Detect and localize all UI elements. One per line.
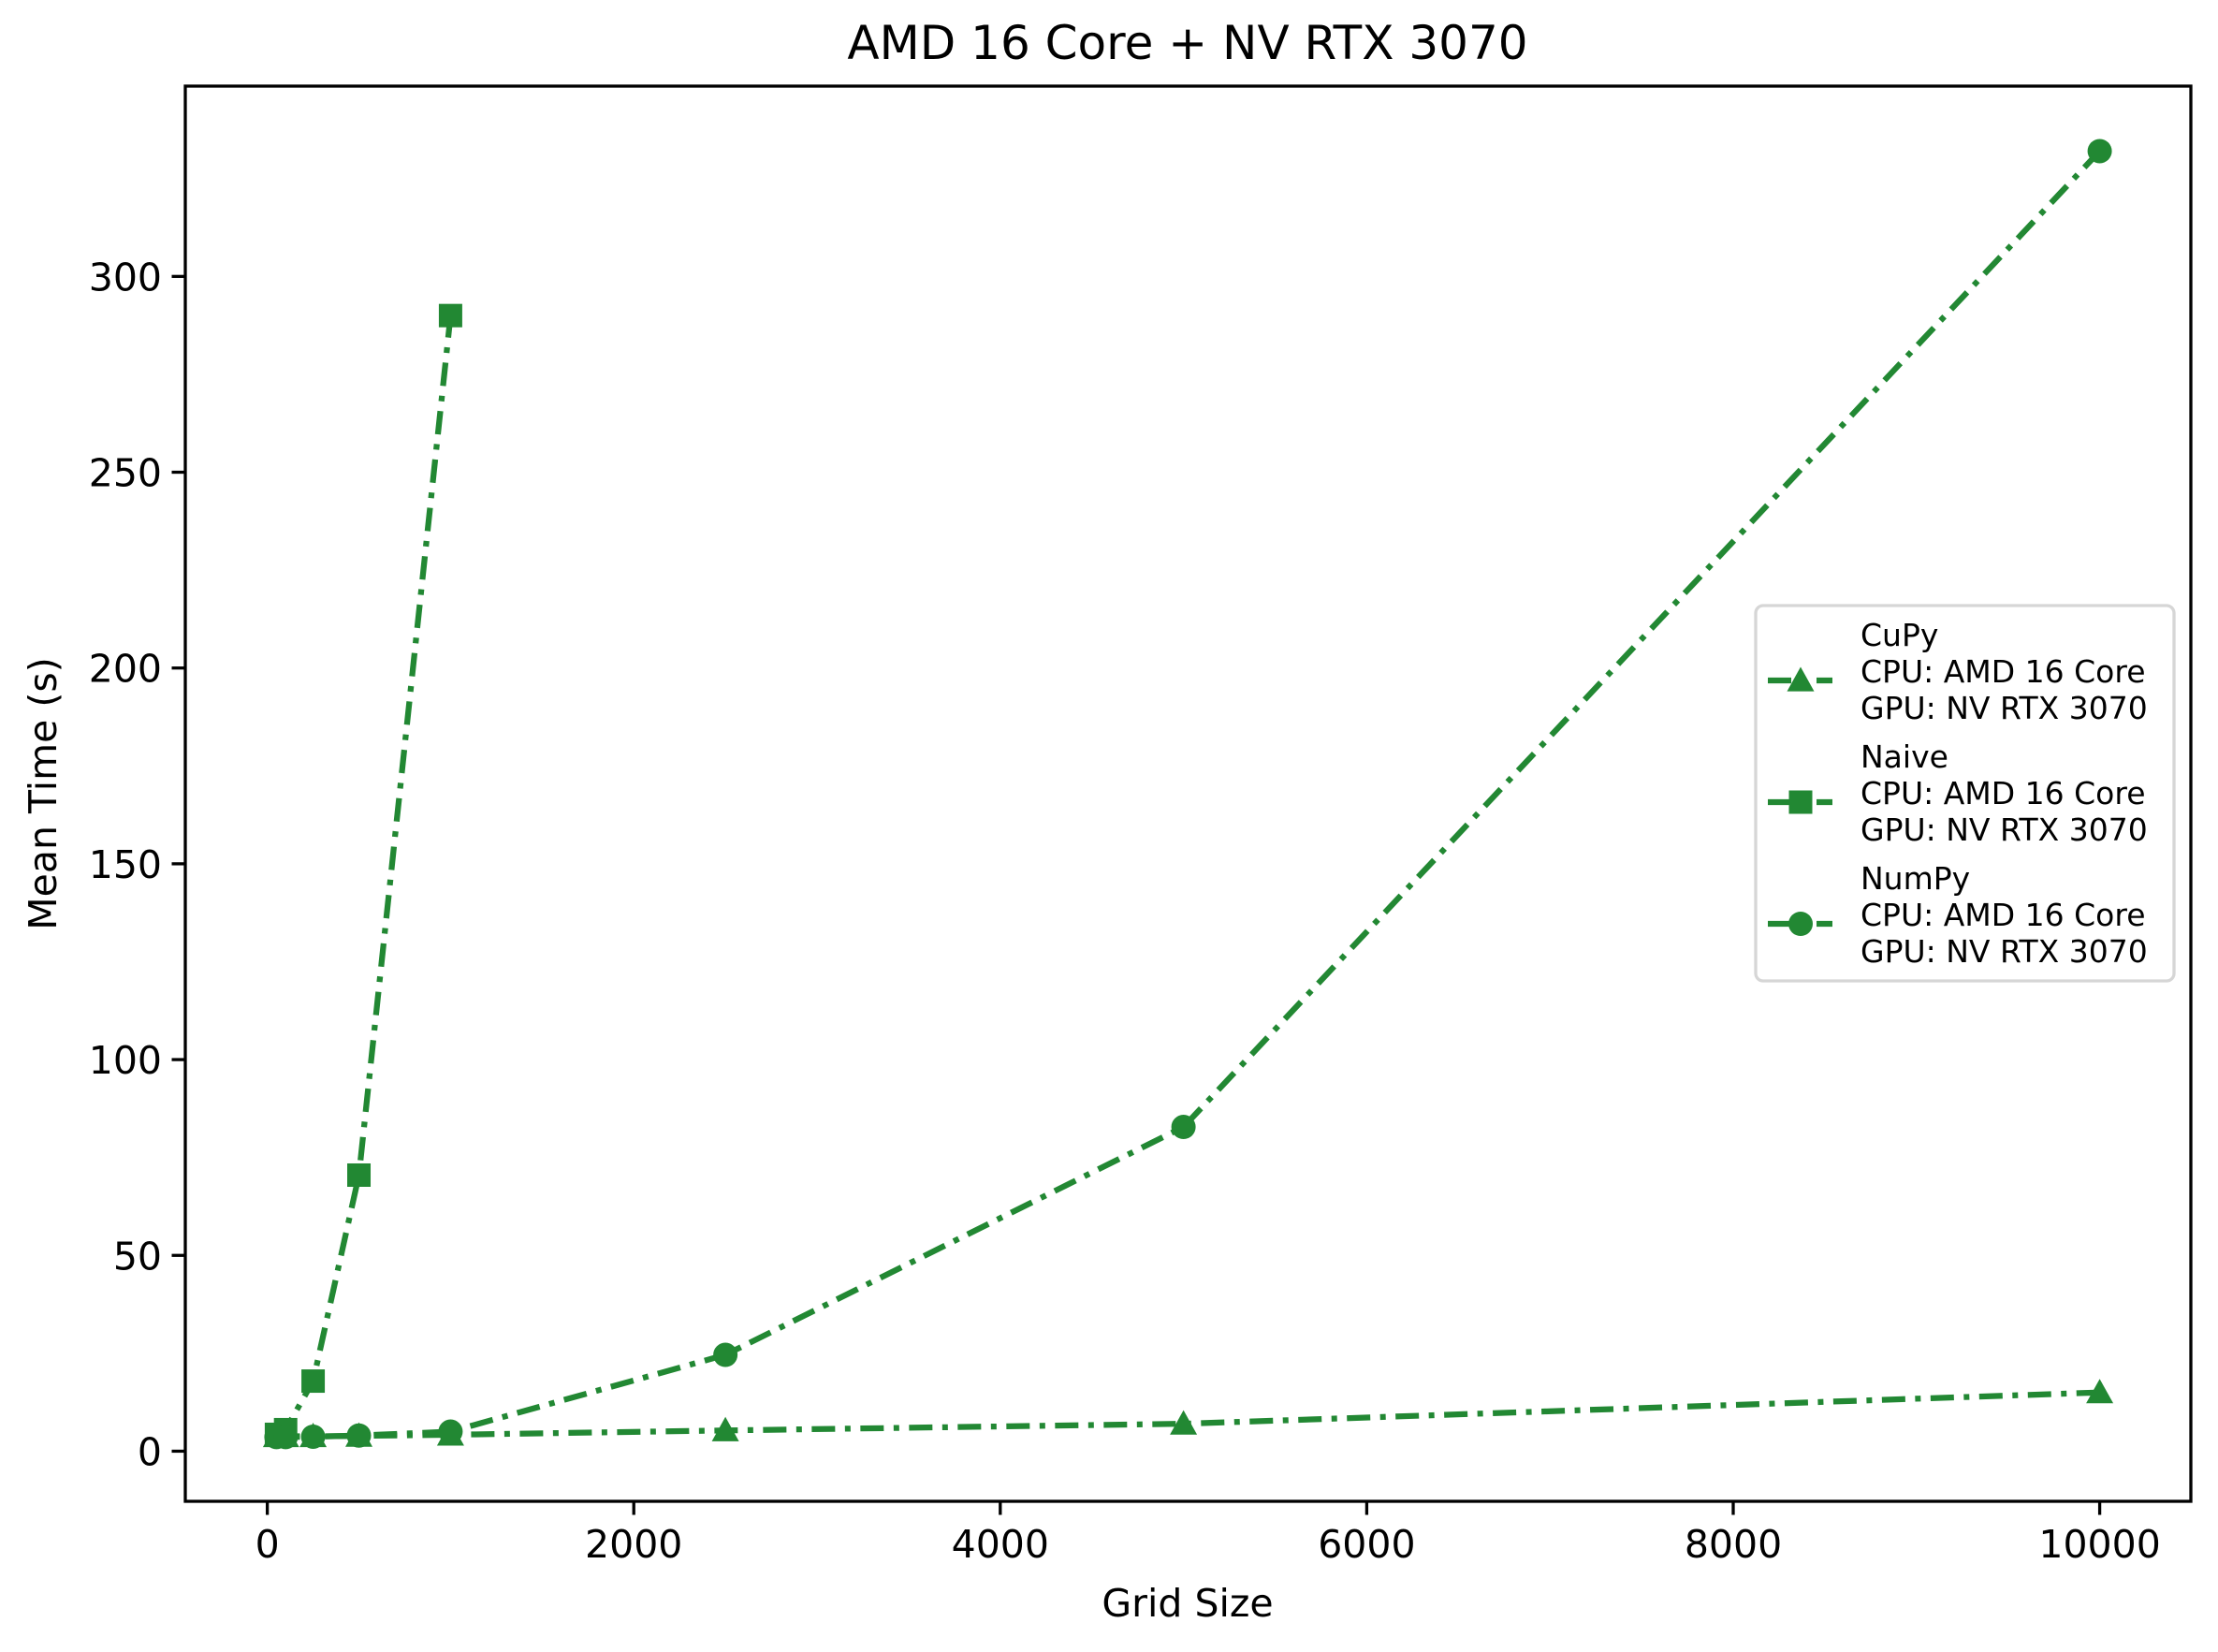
legend-label-line: GPU: NV RTX 3070	[1860, 933, 2148, 970]
data-point-numpy	[713, 1342, 738, 1367]
data-point-numpy	[346, 1423, 372, 1448]
y-tick-label: 250	[89, 451, 162, 496]
x-tick-label: 0	[255, 1522, 280, 1567]
legend-label-line: GPU: NV RTX 3070	[1860, 811, 2148, 848]
y-tick-label: 50	[113, 1234, 162, 1279]
legend-label-line: GPU: NV RTX 3070	[1860, 690, 2148, 726]
x-axis-label: Grid Size	[1102, 1581, 1273, 1626]
x-tick-label: 2000	[585, 1522, 682, 1567]
data-point-cupy	[711, 1416, 739, 1441]
plot-area	[262, 139, 2114, 1450]
legend-marker-triangle	[1787, 666, 1815, 692]
data-point-numpy	[273, 1425, 299, 1450]
legend-label-line: Naive	[1860, 738, 1948, 775]
legend-label-line: CPU: AMD 16 Core	[1860, 775, 2146, 811]
x-tick-label: 4000	[952, 1522, 1049, 1567]
data-point-numpy	[2087, 139, 2112, 164]
series-numpy	[264, 139, 2112, 1450]
data-point-cupy	[2086, 1379, 2114, 1404]
data-point-naive	[347, 1162, 372, 1187]
x-axis-ticks: 0 2000 4000 6000 8000 10000	[255, 1501, 2161, 1567]
y-tick-label: 0	[138, 1429, 162, 1474]
data-point-naive	[301, 1369, 326, 1394]
data-point-cupy	[1170, 1410, 1198, 1435]
y-axis-ticks: 0 50 100 150 200 250 300	[89, 255, 185, 1474]
legend-label-line: NumPy	[1860, 860, 1970, 897]
legend-marker-square	[1788, 790, 1813, 814]
legend-label-line: CPU: AMD 16 Core	[1860, 653, 2146, 690]
y-tick-label: 100	[89, 1038, 162, 1083]
x-tick-label: 10000	[2038, 1522, 2160, 1567]
y-tick-label: 200	[89, 647, 162, 692]
x-tick-label: 6000	[1318, 1522, 1415, 1567]
y-tick-label: 300	[89, 255, 162, 300]
data-point-naive	[438, 303, 462, 328]
data-point-numpy	[438, 1419, 463, 1444]
legend-label-line: CPU: AMD 16 Core	[1860, 897, 2146, 933]
y-axis-label: Mean Time (s)	[21, 657, 66, 929]
data-point-numpy	[300, 1424, 326, 1449]
legend-label-line: CuPy	[1860, 617, 1938, 653]
chart-title: AMD 16 Core + NV RTX 3070	[847, 16, 1527, 70]
data-point-numpy	[1171, 1115, 1196, 1140]
axes-frame	[183, 84, 2193, 1503]
legend-box	[1754, 604, 2176, 983]
legend-marker-circle	[1788, 912, 1813, 936]
x-tick-label: 8000	[1685, 1522, 1782, 1567]
y-tick-label: 150	[89, 842, 162, 887]
